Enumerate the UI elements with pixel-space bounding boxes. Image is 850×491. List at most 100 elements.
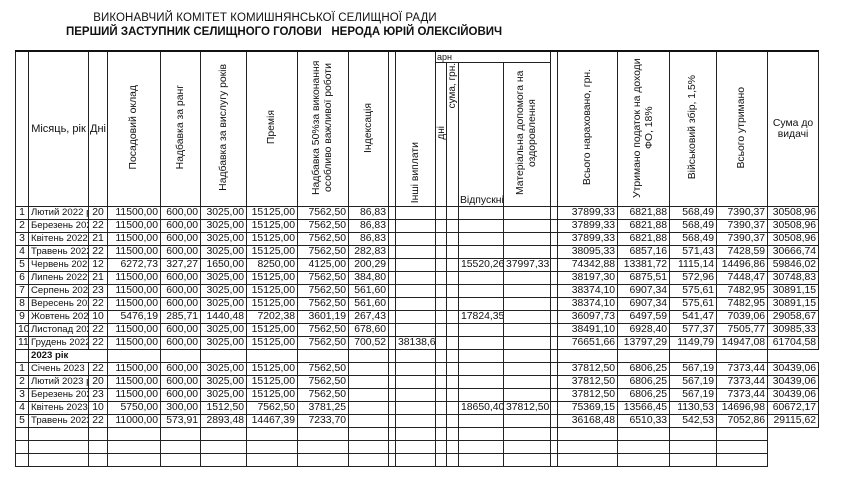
spacer-cell xyxy=(550,323,559,337)
table-cell xyxy=(395,414,436,428)
table-cell: 15125,00 xyxy=(246,362,298,376)
year-row: 2023 рік xyxy=(15,349,819,363)
table-cell xyxy=(88,427,108,441)
table-cell xyxy=(395,323,436,337)
table-cell xyxy=(502,362,552,376)
table-cell: 29058,67 xyxy=(767,310,820,324)
table-cell: 4 xyxy=(15,245,29,259)
table-cell: 38491,10 xyxy=(557,323,619,337)
table-cell: 11500,00 xyxy=(107,388,161,402)
table-cell xyxy=(388,440,396,454)
header-salary: Посадовий оклад xyxy=(107,50,161,207)
table-cell: 37899,33 xyxy=(557,206,619,220)
table-cell xyxy=(395,349,436,363)
table-cell xyxy=(502,271,552,285)
spacer-cell xyxy=(388,206,396,220)
table-cell: 600,00 xyxy=(160,323,201,337)
table-cell: 573,91 xyxy=(160,414,201,428)
table-cell: 200,29 xyxy=(348,258,389,272)
table-cell xyxy=(246,440,298,454)
table-cell: 3 xyxy=(15,388,29,402)
table-cell: 7562,50 xyxy=(297,388,349,402)
table-cell: 7505,77 xyxy=(716,323,769,337)
table-cell: 5 xyxy=(15,258,29,272)
table-cell: 6272,73 xyxy=(107,258,161,272)
empty-row xyxy=(15,453,819,467)
table-cell xyxy=(669,349,718,363)
table-cell xyxy=(435,414,447,428)
table-cell: 4125,00 xyxy=(297,258,349,272)
table-cell xyxy=(107,453,161,467)
table-cell xyxy=(435,245,447,259)
table-cell: 568,49 xyxy=(669,219,718,233)
header-premium: Премія xyxy=(246,50,298,207)
spacer-cell xyxy=(550,206,559,220)
spacer-cell xyxy=(388,310,396,324)
spacer-cell xyxy=(550,219,559,233)
spacer-cell xyxy=(550,401,559,415)
table-cell xyxy=(446,362,459,376)
table-cell: 568,49 xyxy=(669,232,718,246)
table-cell xyxy=(160,349,201,363)
table-cell: 300,00 xyxy=(160,401,201,415)
table-cell: 700,52 xyxy=(348,336,389,350)
table-cell: 2 xyxy=(15,219,29,233)
table-cell xyxy=(297,427,349,441)
table-cell: 86,83 xyxy=(348,206,389,220)
table-cell xyxy=(617,440,671,454)
table-cell xyxy=(502,219,552,233)
table-cell xyxy=(446,219,459,233)
table-cell xyxy=(458,362,504,376)
table-cell xyxy=(458,336,504,350)
table-cell: 7448,47 xyxy=(716,271,769,285)
table-cell xyxy=(458,271,504,285)
spacer-cell xyxy=(550,271,559,285)
table-cell: 568,49 xyxy=(669,206,718,220)
table-cell: 7373,44 xyxy=(716,362,769,376)
table-cell: 17824,35 xyxy=(458,310,504,324)
table-cell: 11500,00 xyxy=(107,206,161,220)
table-cell xyxy=(395,232,436,246)
table-cell: 11500,00 xyxy=(107,323,161,337)
header-total-accrued: Всього нараховано, грн. xyxy=(557,50,619,207)
table-cell: 6907,34 xyxy=(617,297,671,311)
table-cell xyxy=(446,271,459,285)
table-cell: 86,83 xyxy=(348,219,389,233)
table-cell xyxy=(446,232,459,246)
table-cell xyxy=(395,297,436,311)
table-cell xyxy=(617,453,671,467)
table-cell xyxy=(388,427,396,441)
table-cell: 1115,14 xyxy=(669,258,718,272)
table-cell: 30439,06 xyxy=(767,375,820,389)
table-cell xyxy=(716,453,769,467)
table-cell xyxy=(502,427,552,441)
table-cell: 15125,00 xyxy=(246,297,298,311)
table-cell xyxy=(446,323,459,337)
table-cell: 20 xyxy=(88,206,108,220)
table-cell: 30748,83 xyxy=(767,271,820,285)
table-cell xyxy=(502,206,552,220)
table-cell xyxy=(458,453,504,467)
table-cell xyxy=(348,440,389,454)
header-total-withheld: Всього утримано xyxy=(716,50,769,207)
table-cell xyxy=(15,440,29,454)
table-cell: 22 xyxy=(88,297,108,311)
table-cell xyxy=(550,349,559,363)
table-cell: 3025,00 xyxy=(200,245,247,259)
table-cell xyxy=(617,349,671,363)
empty-row xyxy=(15,427,819,441)
table-cell: 10 xyxy=(88,310,108,324)
table-cell xyxy=(502,388,552,402)
table-cell xyxy=(395,284,436,298)
table-cell xyxy=(395,258,436,272)
table-cell: 6875,51 xyxy=(617,271,671,285)
spacer-cell xyxy=(388,258,396,272)
table-cell: 4 xyxy=(15,401,29,415)
table-cell xyxy=(15,427,29,441)
table-cell xyxy=(297,453,349,467)
table-cell: 6497,59 xyxy=(617,310,671,324)
table-cell xyxy=(395,310,436,324)
table-cell: 2023 рік xyxy=(28,349,108,363)
